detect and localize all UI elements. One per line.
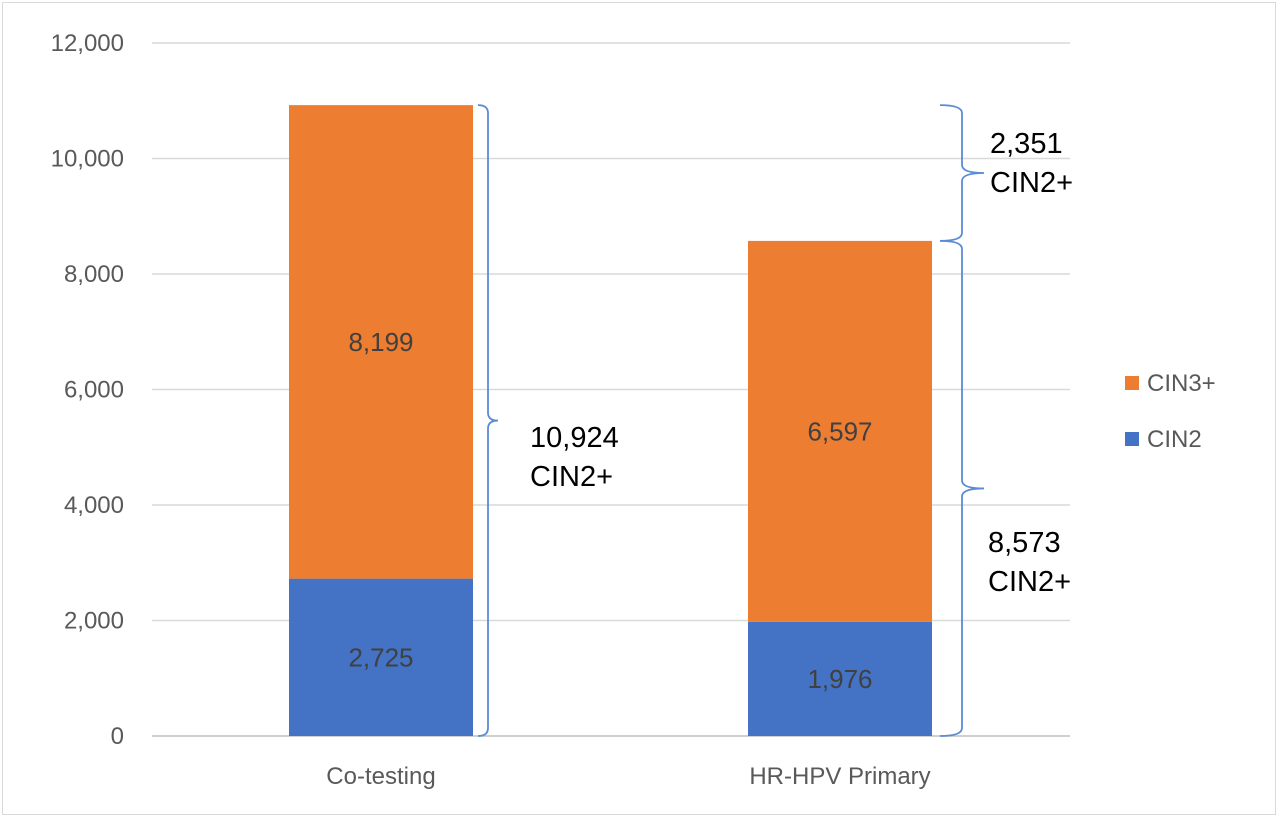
bar-cin2-1 [748,621,932,736]
y-tick-label: 10,000 [51,146,124,173]
annotation-value: 2,351 [990,128,1063,160]
annotation-label: CIN2+ [988,566,1071,598]
x-axis-category-labels: Co-testing HR-HPV Primary [326,763,930,790]
annotation-label: CIN2+ [990,167,1073,199]
bar-cin3-0 [289,105,473,579]
bars [289,105,932,736]
curly-brace [939,104,985,242]
y-tick-label: 8,000 [64,261,124,288]
y-axis-tick-labels: 0 2,000 4,000 6,000 8,000 10,000 12,000 [51,30,124,750]
legend-label: CIN3+ [1147,370,1216,397]
bar-cin2-0 [289,578,473,736]
annotation-value: 10,924 [530,422,619,454]
annotation-label: CIN2+ [530,461,613,493]
curly-brace [939,240,985,737]
curly-brace [477,104,499,737]
legend-swatch-cin3 [1125,376,1139,390]
x-category-label: Co-testing [326,763,435,790]
data-label: 2,725 [348,642,413,672]
legend-swatch-cin2 [1125,432,1139,446]
y-tick-label: 6,000 [64,377,124,404]
bar-cin3-1 [748,240,932,622]
y-tick-label: 12,000 [51,30,124,57]
annotation-value: 8,573 [988,527,1061,559]
data-labels: 2,725 8,199 1,976 6,597 [348,327,872,694]
y-tick-label: 2,000 [64,608,124,635]
data-label: 1,976 [807,664,872,694]
y-tick-label: 0 [111,723,124,750]
data-label: 8,199 [348,327,413,357]
legend-label: CIN2 [1147,426,1202,453]
brace-annotations: 10,924 CIN2+ 8,573 CIN2+ 2,351 CIN2+ [477,104,1073,737]
legend: CIN3+ CIN2 [1125,370,1216,453]
x-category-label: HR-HPV Primary [749,763,930,790]
y-tick-label: 4,000 [64,492,124,519]
data-label: 6,597 [807,416,872,446]
